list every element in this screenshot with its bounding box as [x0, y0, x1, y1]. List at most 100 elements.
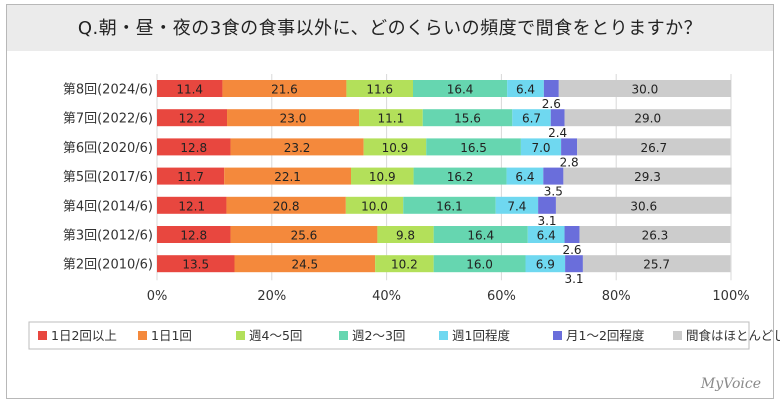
- bar-segment: [351, 167, 414, 185]
- bar-segment: [565, 255, 583, 273]
- bar-segment: [561, 138, 578, 156]
- bar-segment: [227, 109, 360, 127]
- bar-segment: [582, 255, 731, 273]
- bar-segment: [422, 109, 513, 127]
- x-tick-label: 100%: [712, 289, 749, 304]
- data-label: 2.4: [548, 126, 567, 140]
- data-label: 16.1: [436, 199, 463, 213]
- bar-segment: [433, 226, 528, 243]
- bar-segment: [579, 226, 731, 243]
- bar-segment: [507, 80, 544, 97]
- x-tick-label: 20%: [257, 289, 286, 304]
- bar-segment: [577, 138, 731, 156]
- bar-segment: [157, 138, 231, 156]
- data-label: 20.8: [273, 199, 300, 213]
- bar-segment: [157, 80, 223, 97]
- legend-label: 週4～5回: [249, 328, 302, 343]
- bar-segment: [538, 196, 556, 214]
- data-label: 23.0: [280, 112, 307, 126]
- data-label: 29.0: [634, 112, 661, 126]
- bar-segment: [563, 167, 732, 185]
- data-label: 16.0: [466, 258, 493, 272]
- bar-segment: [363, 138, 427, 156]
- data-label: 16.5: [460, 141, 487, 155]
- chart-title: Q.朝・昼・夜の3食の食事以外に、どのくらいの頻度で間食をとりますか？: [77, 18, 703, 39]
- category-label: 第7回(2022/6): [63, 112, 153, 127]
- bar-segment: [226, 196, 346, 214]
- category-label: 第8回(2024/6): [63, 83, 153, 98]
- data-label: 26.7: [640, 141, 667, 155]
- legend-swatch: [553, 331, 562, 340]
- data-label: 6.7: [522, 112, 541, 126]
- data-label: 3.1: [564, 272, 583, 286]
- data-label: 22.1: [274, 170, 301, 184]
- data-label: 2.8: [560, 155, 579, 169]
- legend-label: 1日2回以上: [51, 328, 117, 343]
- bar-segment: [543, 80, 559, 97]
- data-label: 29.3: [634, 170, 661, 184]
- data-label: 16.4: [447, 83, 474, 97]
- bar-segment: [234, 255, 376, 273]
- data-label: 26.3: [642, 229, 669, 243]
- bar-segment: [375, 255, 434, 273]
- category-label: 第4回(2014/6): [63, 199, 153, 214]
- category-label: 第5回(2017/6): [63, 170, 153, 185]
- bar-segment: [564, 109, 731, 127]
- data-label: 2.6: [562, 243, 581, 257]
- bar-segment: [157, 109, 228, 127]
- category-label: 第6回(2020/6): [63, 141, 153, 156]
- data-label: 12.2: [179, 112, 206, 126]
- data-label: 11.4: [176, 83, 203, 97]
- bar-segment: [558, 80, 731, 97]
- data-label: 12.1: [178, 199, 205, 213]
- data-label: 6.4: [537, 229, 556, 243]
- bar-segment: [157, 226, 231, 243]
- legend-label: 月1～2回程度: [566, 328, 645, 343]
- legend-swatch: [236, 331, 245, 340]
- data-label: 10.2: [391, 258, 418, 272]
- data-label: 30.0: [632, 83, 659, 97]
- legend-label: 週1回程度: [452, 328, 510, 343]
- data-label: 11.7: [177, 170, 204, 184]
- legend-swatch: [673, 331, 682, 340]
- data-label: 25.7: [643, 258, 670, 272]
- bar-segment: [543, 167, 564, 185]
- bar-segment: [157, 255, 235, 273]
- data-label: 10.0: [361, 199, 388, 213]
- data-label: 23.2: [284, 141, 311, 155]
- category-label: 第3回(2012/6): [63, 229, 153, 244]
- data-label: 6.9: [536, 258, 555, 272]
- bar-segment: [527, 226, 565, 243]
- legend-swatch: [439, 331, 448, 340]
- bar-segment: [564, 226, 580, 243]
- data-label: 25.6: [291, 229, 318, 243]
- bar-segment: [346, 80, 414, 97]
- data-label: 13.5: [182, 258, 209, 272]
- bar-segment: [345, 196, 404, 214]
- legend-label: 間食はほとんどしない: [686, 328, 780, 343]
- bar-segment: [550, 109, 565, 127]
- bar-segment: [222, 80, 347, 97]
- bar-segment: [377, 226, 434, 243]
- bar-segment: [520, 138, 562, 156]
- data-label: 21.6: [271, 83, 298, 97]
- data-label: 10.9: [382, 141, 409, 155]
- data-label: 12.8: [180, 229, 207, 243]
- legend-box: [28, 321, 750, 350]
- bar-segment: [230, 138, 364, 156]
- bar-segment: [433, 255, 526, 273]
- bar-segment: [413, 80, 508, 97]
- bar-segment: [157, 196, 227, 214]
- category-label: 第2回(2010/6): [63, 258, 153, 273]
- bar-segment: [157, 167, 225, 185]
- data-label: 11.6: [366, 83, 393, 97]
- legend-swatch: [38, 331, 47, 340]
- data-label: 3.1: [537, 214, 556, 228]
- bar-segment: [413, 167, 507, 185]
- x-tick-label: 40%: [372, 289, 401, 304]
- data-label: 16.2: [447, 170, 474, 184]
- bar-segment: [426, 138, 521, 156]
- myvoice-logo: MyVoice: [700, 376, 761, 392]
- x-tick-label: 60%: [487, 289, 516, 304]
